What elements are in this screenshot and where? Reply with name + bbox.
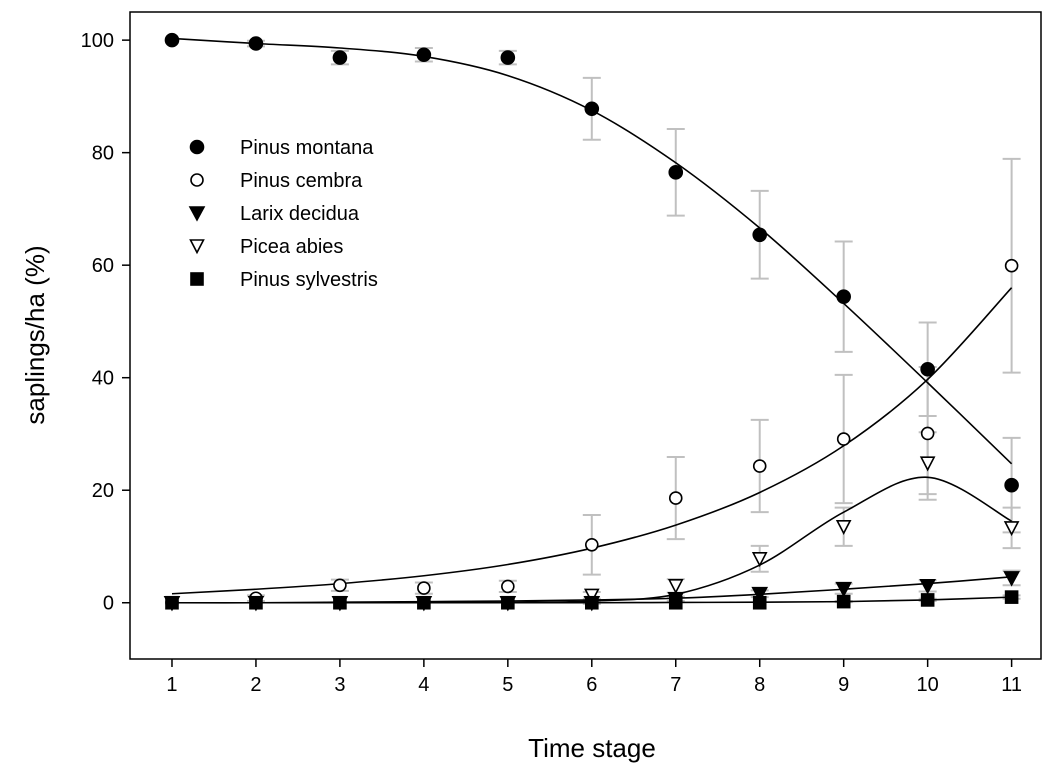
pinus-cembra-point (668, 491, 683, 505)
legend-pinus-sylvestris-marker (190, 272, 204, 286)
pinus-montana-point (332, 50, 348, 65)
pinus-montana-point (164, 32, 180, 48)
error-bars (246, 39, 1021, 605)
x-tick-label: 5 (502, 674, 513, 696)
legend-pinus-cembra-label: Pinus cembra (240, 170, 363, 192)
legend-pinus-montana-marker (189, 139, 205, 155)
x-tick-label: 10 (917, 674, 939, 696)
y-tick-label: 40 (92, 368, 114, 390)
pinus-montana-point (416, 47, 432, 63)
legend: Pinus montana Pinus cembra Larix decidua Pi… (188, 137, 378, 291)
pinus-cembra-point (501, 579, 515, 594)
y-tick-label: 60 (92, 255, 114, 277)
x-tick-label: 2 (250, 674, 261, 696)
y-axis-title: saplings/ha (%) (20, 245, 50, 424)
legend-larix-decidua-marker (188, 206, 206, 222)
pinus-montana-point (836, 289, 851, 304)
pinus-montana-point (920, 361, 935, 377)
pinus-cembra-point (920, 426, 935, 441)
picea-abies-point (583, 588, 600, 604)
y-tick-label: 100 (81, 30, 114, 52)
pinus-sylvestris-point (1004, 590, 1019, 604)
ticks: 1 2 3 4 5 6 7 8 9 10 11 0 20 40 60 80 100 (81, 30, 1022, 696)
pinus-sylvestris-point (249, 595, 263, 610)
pinus-sylvestris-point (668, 595, 683, 610)
larix-decidua-point (835, 581, 853, 598)
larix-decidua-point (1003, 571, 1020, 587)
y-tick-label: 0 (103, 593, 114, 615)
picea-abies-point (835, 519, 852, 536)
picea-abies-point (1003, 521, 1020, 537)
y-tick-label: 80 (92, 143, 114, 165)
x-tick-label: 1 (166, 674, 177, 696)
plot-frame (129, 11, 1042, 660)
x-tick-label: 11 (1001, 674, 1022, 696)
pinus-cembra-point (584, 537, 599, 552)
data-points (163, 32, 1020, 612)
larix-decidua-point (751, 586, 769, 603)
pinus-sylvestris-point (333, 595, 347, 610)
pinus-sylvestris-point (584, 595, 599, 610)
picea-abies-point (667, 579, 684, 595)
x-tick-label: 4 (418, 674, 429, 696)
pinus-sylvestris-point (920, 593, 935, 607)
pinus-sylvestris-point (836, 594, 851, 609)
pinus-sylvestris-point (417, 595, 431, 610)
larix-decidua-point (919, 579, 936, 595)
x-tick-label: 7 (670, 674, 681, 696)
y-tick-label: 20 (92, 480, 114, 502)
pinus-montana-point (752, 227, 768, 243)
legend-picea-abies-label: Picea abies (240, 236, 343, 258)
pinus-sylvestris-point (752, 595, 767, 610)
picea-abies-point (751, 552, 768, 568)
pinus-montana-point (1004, 477, 1019, 493)
legend-picea-abies-marker (189, 239, 205, 255)
pinus-sylvestris-point (165, 595, 179, 610)
pinus-montana-fit-line (171, 37, 1013, 465)
pinus-sylvestris-point (501, 595, 515, 610)
pinus-montana-point (500, 50, 516, 65)
pinus-montana-point (668, 165, 684, 180)
legend-pinus-montana-label: Pinus montana (240, 137, 374, 159)
pinus-cembra-point (836, 432, 851, 446)
picea-abies-point (919, 456, 936, 472)
x-tick-label: 3 (334, 674, 345, 696)
x-tick-label: 8 (754, 674, 765, 696)
x-tick-label: 6 (586, 674, 597, 696)
legend-larix-decidua-label: Larix decidua (240, 203, 360, 225)
pinus-montana-point (248, 36, 264, 51)
pinus-cembra-point (752, 459, 767, 473)
axes (129, 11, 1042, 660)
pinus-montana-point (584, 101, 600, 117)
legend-pinus-cembra-marker (190, 173, 204, 187)
x-axis-title: Time stage (528, 733, 656, 763)
pinus-cembra-point (1004, 258, 1019, 273)
x-tick-label: 9 (838, 674, 849, 696)
pinus-cembra-point (333, 578, 347, 593)
legend-pinus-sylvestris-label: Pinus sylvestris (240, 269, 378, 291)
pinus-cembra-point (417, 581, 431, 595)
